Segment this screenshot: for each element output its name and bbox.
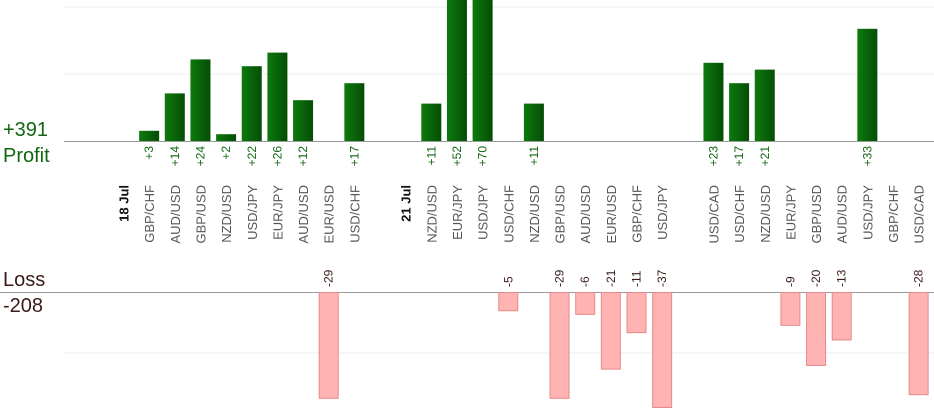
pair-label: AUD/USD xyxy=(835,185,850,244)
pair-label: GBP/USD xyxy=(553,185,568,244)
loss-value-label: -28 xyxy=(912,269,926,287)
pair-label: EUR/JPY xyxy=(450,185,465,240)
pair-label: NZD/USD xyxy=(424,185,439,243)
profit-bar xyxy=(472,0,493,141)
pair-label: EUR/USD xyxy=(322,185,337,244)
profit-bar xyxy=(446,0,467,141)
profit-bar xyxy=(267,52,288,141)
profit-bar xyxy=(523,103,544,141)
loss-value-label: -6 xyxy=(578,276,592,287)
pair-label: EUR/JPY xyxy=(270,185,285,240)
loss-value-label: -9 xyxy=(783,276,797,287)
loss-value-label: -13 xyxy=(835,269,849,287)
profit-bar xyxy=(164,93,185,141)
loss-bar xyxy=(600,292,621,370)
pair-label: USD/CHF xyxy=(347,185,362,243)
profit-bar xyxy=(241,66,262,141)
profit-total: +391 xyxy=(3,119,49,141)
pair-label: NZD/USD xyxy=(527,185,542,243)
profit-bar xyxy=(190,59,211,141)
profit-bar xyxy=(421,103,442,141)
loss-bar xyxy=(908,292,929,396)
loss-value-label: -37 xyxy=(655,269,669,287)
loss-value-label: -29 xyxy=(322,269,336,287)
profit-label: Profit xyxy=(3,145,50,167)
pair-label: NZD/USD xyxy=(219,185,234,243)
pair-label: USD/CHF xyxy=(501,185,516,243)
loss-total: -208 xyxy=(3,295,44,317)
pair-label: AUD/USD xyxy=(168,185,183,244)
pair-label: GBP/USD xyxy=(193,185,208,244)
loss-bar xyxy=(318,292,339,399)
profit-value-label: +11 xyxy=(424,146,438,166)
loss-label: Loss xyxy=(3,269,46,291)
profit-value-label: +3 xyxy=(142,146,156,160)
loss-value-label: -5 xyxy=(501,276,515,287)
profit-bar xyxy=(754,69,775,141)
profit-bar xyxy=(139,130,160,141)
loss-bar xyxy=(806,292,827,366)
pair-label: GBP/CHF xyxy=(886,185,901,243)
profit-value-label: +12 xyxy=(296,146,310,167)
loss-value-label: -20 xyxy=(809,269,823,287)
profit-value-label: +26 xyxy=(270,146,284,167)
date-label: 18 Jul xyxy=(117,185,132,222)
loss-bar xyxy=(498,292,519,312)
profit-value-label: +17 xyxy=(732,146,746,167)
profit-value-label: +21 xyxy=(758,146,772,167)
profit-value-label: +2 xyxy=(219,146,233,160)
pair-label: USD/JPY xyxy=(655,185,670,240)
pair-label: USD/CAD xyxy=(706,185,721,244)
profit-value-label: +70 xyxy=(476,146,490,167)
pair-label: EUR/JPY xyxy=(783,185,798,240)
pair-label: USD/CAD xyxy=(912,185,927,244)
profit-value-label: +14 xyxy=(168,146,182,167)
loss-bar xyxy=(549,292,570,399)
bars xyxy=(139,0,929,408)
loss-bar xyxy=(626,292,647,334)
profit-bar xyxy=(857,28,878,141)
loss-bar xyxy=(575,292,596,315)
pair-label: USD/JPY xyxy=(476,185,491,240)
profit-value-label: +24 xyxy=(193,146,207,167)
profit-value-label: +33 xyxy=(860,146,874,167)
pair-label: AUD/USD xyxy=(296,185,311,244)
pair-label: EUR/USD xyxy=(604,185,619,244)
loss-value-label: -21 xyxy=(604,269,618,287)
profit-bar xyxy=(703,62,724,141)
profit-value-label: +52 xyxy=(450,146,464,167)
pair-label: USD/JPY xyxy=(860,185,875,240)
loss-bar xyxy=(652,292,673,408)
profit-bar xyxy=(216,134,237,141)
loss-value-label: -11 xyxy=(630,270,644,287)
date-label: 21 Jul xyxy=(399,185,414,222)
pair-label: GBP/CHF xyxy=(630,185,645,243)
pair-label: USD/JPY xyxy=(245,185,260,240)
profit-value-label: +23 xyxy=(706,146,720,167)
pair-label: USD/CHF xyxy=(732,185,747,243)
pair-label: GBP/CHF xyxy=(142,185,157,243)
profit-value-label: +22 xyxy=(245,146,259,167)
profit-bar xyxy=(344,83,365,141)
profit-bar xyxy=(729,83,750,141)
loss-value-label: -29 xyxy=(553,269,567,287)
profit-value-label: +17 xyxy=(347,146,361,167)
loss-bar xyxy=(831,292,852,341)
loss-bar xyxy=(780,292,801,326)
labels: 18 Jul +3 GBP/CHF +14 AUD/USD +24 GBP/USD +2 NZD… xyxy=(117,146,927,287)
profit-bar xyxy=(293,100,314,141)
profit-value-label: +11 xyxy=(527,146,541,166)
pair-label: AUD/USD xyxy=(578,185,593,244)
pair-label: NZD/USD xyxy=(758,185,773,243)
pair-label: GBP/USD xyxy=(809,185,824,244)
